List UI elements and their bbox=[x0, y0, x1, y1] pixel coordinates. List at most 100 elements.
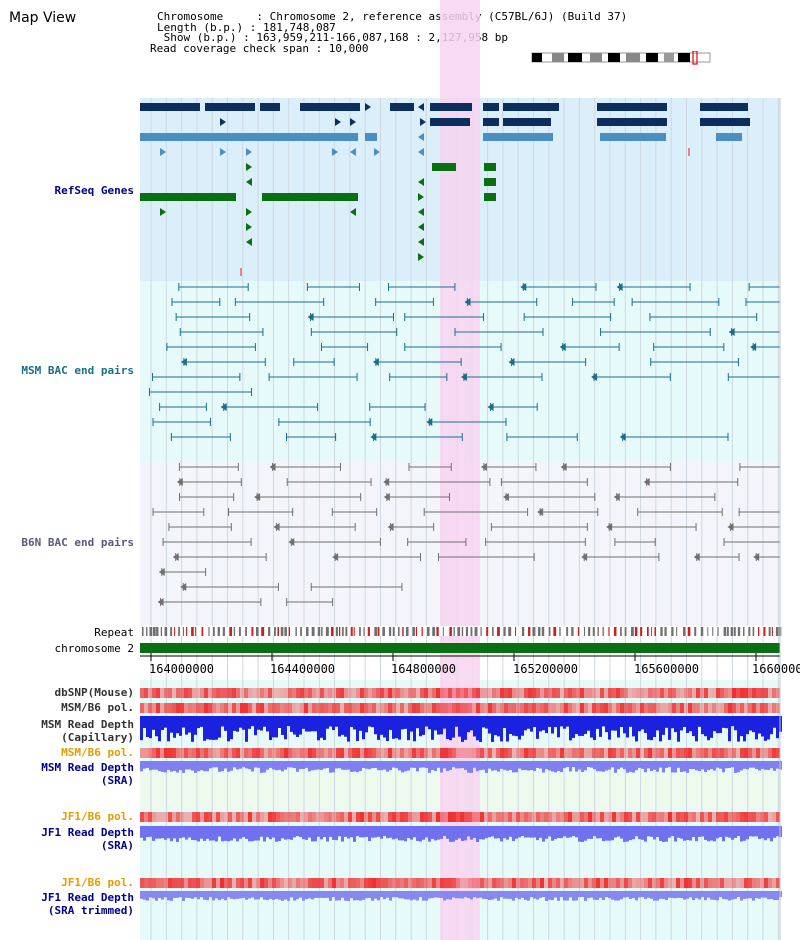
msm-pol-2-heat bbox=[576, 748, 580, 758]
dbsnp-heat bbox=[304, 688, 308, 698]
msm-depth-sra bbox=[500, 761, 503, 769]
gene-feature bbox=[484, 163, 496, 171]
msm-pol-2-heat bbox=[580, 748, 584, 758]
jf1-depth bbox=[611, 826, 614, 841]
jf1-pol-2-heat bbox=[684, 878, 688, 888]
msm-pol-2-heat bbox=[436, 748, 440, 758]
msm-depth-sra bbox=[449, 761, 452, 770]
msm-depth-sra bbox=[635, 761, 638, 771]
msm-pol-2-heat bbox=[372, 748, 376, 758]
msm-pol-heat bbox=[616, 703, 620, 713]
gene-arrow bbox=[370, 433, 377, 441]
jf1-depth bbox=[257, 826, 260, 841]
dbsnp-heat bbox=[688, 688, 692, 698]
jf1-depth-trim bbox=[641, 891, 644, 898]
jf1-pol-2-heat bbox=[624, 878, 628, 888]
jf1-pol-2-heat bbox=[268, 878, 272, 888]
msm-pol-heat bbox=[664, 703, 668, 713]
msm-depth-capillary bbox=[644, 716, 647, 733]
msm-depth-capillary bbox=[683, 716, 686, 727]
jf1-depth bbox=[425, 826, 428, 838]
jf1-pol-2-heat bbox=[612, 878, 616, 888]
jf1-depth bbox=[221, 826, 224, 842]
jf1-pol-2-heat bbox=[500, 878, 504, 888]
jf1-depth bbox=[617, 826, 620, 837]
dbsnp-heat bbox=[316, 688, 320, 698]
jf1-pol-heat bbox=[616, 812, 620, 822]
repeat-element bbox=[707, 627, 709, 636]
jf1-depth bbox=[761, 826, 764, 839]
msm-depth-capillary bbox=[599, 716, 602, 737]
msm-pol-heat bbox=[372, 703, 376, 713]
msm-depth-capillary bbox=[203, 716, 206, 741]
jf1-depth bbox=[623, 826, 626, 842]
repeat-element bbox=[330, 627, 334, 636]
jf1-depth bbox=[314, 826, 317, 842]
chromosome-ideogram[interactable] bbox=[528, 51, 714, 65]
jf1-depth bbox=[722, 826, 725, 842]
msm-depth-sra bbox=[773, 761, 776, 771]
jf1-pol-heat bbox=[584, 812, 588, 822]
jf1-depth bbox=[437, 826, 440, 840]
repeat-element bbox=[470, 627, 473, 636]
msm-depth-capillary bbox=[176, 716, 179, 734]
jf1-pol-2-heat bbox=[192, 878, 196, 888]
msm-pol-heat bbox=[560, 703, 564, 713]
jf1-pol-heat bbox=[472, 812, 476, 822]
msm-pol-label: MSM/B6 pol. bbox=[61, 701, 134, 714]
msm-pol-heat bbox=[520, 703, 524, 713]
msm-depth-sra bbox=[197, 761, 200, 772]
dbsnp-heat bbox=[660, 688, 664, 698]
coverage-info: Read coverage check span : 10,000 bbox=[150, 42, 369, 55]
msm-depth-sra bbox=[728, 761, 731, 769]
jf1-depth bbox=[671, 826, 674, 837]
msm-depth-capillary bbox=[752, 716, 755, 733]
dbsnp-heat bbox=[300, 688, 304, 698]
gene-feature bbox=[262, 193, 358, 201]
jf1-depth bbox=[143, 826, 146, 841]
msm-depth-sra bbox=[176, 761, 179, 773]
jf1-depth bbox=[752, 826, 755, 837]
repeat-element bbox=[160, 627, 163, 636]
msm-depth-sra bbox=[416, 761, 419, 772]
gene-arrow bbox=[246, 238, 252, 246]
jf1-pol-heat bbox=[364, 812, 368, 822]
jf1-depth-trim bbox=[440, 891, 443, 898]
msm-depth-capillary bbox=[497, 716, 500, 737]
jf1-pol-heat bbox=[596, 812, 600, 822]
msm-depth-sra bbox=[629, 761, 632, 772]
repeat-element bbox=[382, 627, 385, 636]
jf1-depth bbox=[515, 826, 518, 839]
jf1-depth bbox=[458, 826, 461, 839]
repeat-element bbox=[149, 627, 153, 636]
msm-pol-2-heat bbox=[472, 748, 476, 758]
jf1-depth bbox=[407, 826, 410, 839]
jf1-depth-trim bbox=[653, 891, 656, 901]
gene-feature bbox=[484, 193, 496, 201]
jf1-pol-2-heat bbox=[348, 878, 352, 888]
msm-pol-heat bbox=[292, 703, 296, 713]
jf1-depth bbox=[725, 826, 728, 837]
dbsnp-heat bbox=[412, 688, 416, 698]
repeat-element bbox=[353, 627, 355, 636]
msm-pol-heat bbox=[244, 703, 248, 713]
dbsnp-heat bbox=[244, 688, 248, 698]
repeat-element bbox=[700, 627, 704, 636]
msm-depth-capillary bbox=[608, 716, 611, 740]
dbsnp-heat bbox=[596, 688, 600, 698]
jf1-depth-trim bbox=[773, 891, 776, 901]
msm-depth-capillary bbox=[218, 716, 221, 738]
msm-pol-2-heat bbox=[688, 748, 692, 758]
repeat-element bbox=[577, 627, 580, 636]
jf1-depth bbox=[194, 826, 197, 841]
msm-depth-sra bbox=[209, 761, 212, 769]
jf1-depth-trim bbox=[491, 891, 494, 900]
msm-pol-heat bbox=[608, 703, 612, 713]
gene-arrow bbox=[591, 373, 598, 381]
dbsnp-heat bbox=[500, 688, 504, 698]
jf1-depth-trim bbox=[305, 891, 308, 900]
msm-depth-capillary bbox=[539, 716, 542, 732]
msm-depth-sra bbox=[776, 761, 779, 769]
jf1-pol-2-heat bbox=[492, 878, 496, 888]
